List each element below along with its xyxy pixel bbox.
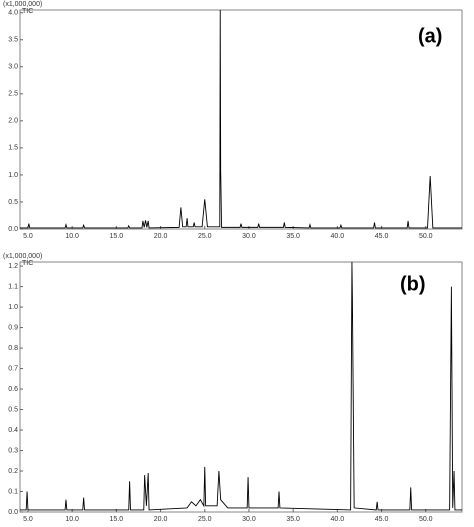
x-tick-label: 30.0 bbox=[242, 516, 256, 523]
x-tick-label: 20.0 bbox=[154, 516, 168, 523]
y-tick-label: 1.1 bbox=[8, 283, 18, 290]
x-tick-label: 5.0 bbox=[23, 233, 33, 240]
panel-label: (b) bbox=[400, 273, 426, 295]
y-multiplier: (x1,000,000) bbox=[3, 1, 42, 8]
y-tick-label: 0.5 bbox=[8, 199, 18, 206]
x-tick-label: 25.0 bbox=[198, 516, 212, 523]
plot-frame bbox=[19, 261, 463, 513]
x-tick-label: 40.0 bbox=[331, 233, 345, 240]
x-tick-label: 15.0 bbox=[110, 516, 124, 523]
y-tick-label: 3.0 bbox=[8, 64, 18, 71]
trace-label: TIC bbox=[22, 260, 33, 267]
x-tick-label: 20.0 bbox=[154, 233, 168, 240]
y-multiplier: (x1,000,000) bbox=[3, 253, 42, 260]
y-tick-label: 0.6 bbox=[8, 386, 18, 393]
y-tick-label: 0.9 bbox=[8, 324, 18, 331]
x-tick-label: 35.0 bbox=[286, 516, 300, 523]
y-tick-label: 1.0 bbox=[8, 304, 18, 311]
chromatogram-trace bbox=[20, 261, 462, 511]
x-tick-label: 50.0 bbox=[419, 233, 433, 240]
y-tick-label: 4.0 bbox=[8, 10, 18, 17]
x-tick-label: 10.0 bbox=[65, 233, 79, 240]
x-tick-label: 45.0 bbox=[375, 233, 389, 240]
x-tick-label: 50.0 bbox=[419, 516, 433, 523]
chromatogram-trace bbox=[20, 9, 462, 229]
y-tick-label: 0.2 bbox=[8, 468, 18, 475]
y-tick-label: 1.2 bbox=[8, 263, 18, 270]
y-tick-label: 0.1 bbox=[8, 488, 18, 495]
trace-label: TIC bbox=[22, 8, 33, 15]
y-tick-label: 0.3 bbox=[8, 447, 18, 454]
x-tick-label: 25.0 bbox=[198, 233, 212, 240]
x-tick-label: 10.0 bbox=[65, 516, 79, 523]
y-tick-label: 0.8 bbox=[8, 345, 18, 352]
y-tick-label: 1.0 bbox=[8, 172, 18, 179]
y-tick-label: 0.0 bbox=[8, 226, 18, 233]
y-tick-label: 0.4 bbox=[8, 427, 18, 434]
y-tick-label: 0.5 bbox=[8, 406, 18, 413]
y-tick-label: 2.0 bbox=[8, 118, 18, 125]
x-tick-label: 30.0 bbox=[242, 233, 256, 240]
plot-frame bbox=[19, 9, 463, 230]
y-tick-label: 0.0 bbox=[8, 509, 18, 516]
x-tick-label: 15.0 bbox=[110, 233, 124, 240]
panel-label: (a) bbox=[418, 25, 442, 47]
y-tick-label: 0.7 bbox=[8, 365, 18, 372]
x-tick-label: 40.0 bbox=[331, 516, 345, 523]
x-tick-label: 5.0 bbox=[23, 516, 33, 523]
y-tick-label: 1.5 bbox=[8, 145, 18, 152]
y-tick-label: 2.5 bbox=[8, 91, 18, 98]
y-tick-label: 3.5 bbox=[8, 37, 18, 44]
x-tick-label: 35.0 bbox=[286, 233, 300, 240]
x-tick-label: 45.0 bbox=[375, 516, 389, 523]
